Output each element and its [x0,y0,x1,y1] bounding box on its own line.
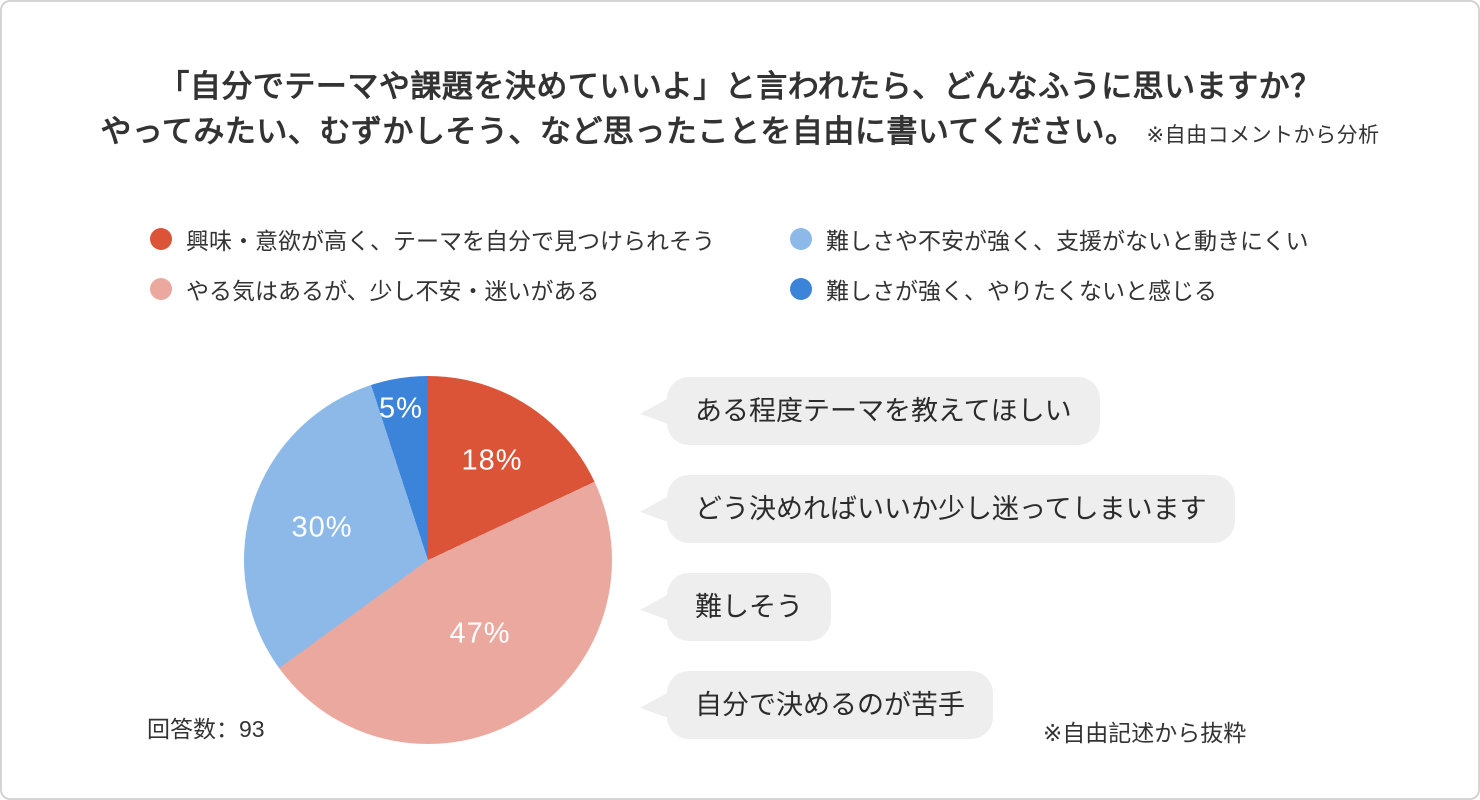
comment-text: 自分で決めるのが苦手 [695,690,965,720]
legend-dot-lightblue-icon [790,228,812,250]
legend-dot-red-icon [150,228,172,250]
comment-bubble: 自分で決めるのが苦手 [640,671,993,739]
bubble-tail-icon [640,691,670,719]
pie-chart-area: 18% 47% 30% 5% [244,376,612,744]
bubble-tail-icon [640,495,670,523]
legend-label: 興味・意欲が高く、テーマを自分で見つけられそう [186,228,715,254]
pie-slice-label-47: 47% [449,617,511,650]
legend-column-right: 難しさや不安が強く、支援がないと動きにくい 難しさが強く、やりたくないと感じる [790,226,1309,304]
title-line-1: 「自分でテーマや課題を決めていいよ」と言われたら、どんなふうに思いますか？ [158,69,1322,104]
respondent-count: 回答数：93 [147,716,265,742]
legend-item-interest-high: 興味・意欲が高く、テーマを自分で見つけられそう [150,226,715,254]
comment-bubble: どう決めればいいか少し迷ってしまいます [640,475,1235,543]
title-line-2-wrap: やってみたい、むずかしそう、など思ったことを自由に書いてください。 ※自由コメント… [2,109,1478,158]
legend-item-motivated-but-anxious: やる気はあるが、少し不安・迷いがある [150,276,715,304]
pie-chart [244,376,612,744]
pie-slice-label-5: 5% [379,392,423,425]
bubble-tail-icon [640,397,670,425]
pie-slice-label-30: 30% [291,511,353,544]
legend-label: 難しさや不安が強く、支援がないと動きにくい [826,228,1309,254]
comment-text: 難しそう [695,592,803,622]
comment-bubble: ある程度テーマを教えてほしい [640,377,1100,445]
title-block: 「自分でテーマや課題を決めていいよ」と言われたら、どんなふうに思いますか？ やっ… [2,64,1478,158]
comment-text: ある程度テーマを教えてほしい [695,396,1072,426]
title-line-2: やってみたい、むずかしそう、など思ったことを自由に書いてください。 [100,114,1137,149]
comment-bubble: 難しそう [640,573,831,641]
title-analysis-note: ※自由コメントから分析 [1146,124,1380,147]
excerpt-note: ※自由記述から抜粋 [1043,720,1247,746]
legend-item-unwilling: 難しさが強く、やりたくないと感じる [790,276,1309,304]
legend-column-left: 興味・意欲が高く、テーマを自分で見つけられそう やる気はあるが、少し不安・迷いが… [150,226,715,304]
legend-label: やる気はあるが、少し不安・迷いがある [186,278,600,304]
comment-text: どう決めればいいか少し迷ってしまいます [695,494,1207,524]
legend-label: 難しさが強く、やりたくないと感じる [826,278,1217,304]
pie-slice-label-18: 18% [461,444,523,477]
legend-dot-blue-icon [790,278,812,300]
legend-dot-salmon-icon [150,278,172,300]
comment-bubbles: ある程度テーマを教えてほしい どう決めればいいか少し迷ってしまいます 難しそう … [640,377,1235,739]
legend-item-needs-support: 難しさや不安が強く、支援がないと動きにくい [790,226,1309,254]
bubble-tail-icon [640,593,670,621]
